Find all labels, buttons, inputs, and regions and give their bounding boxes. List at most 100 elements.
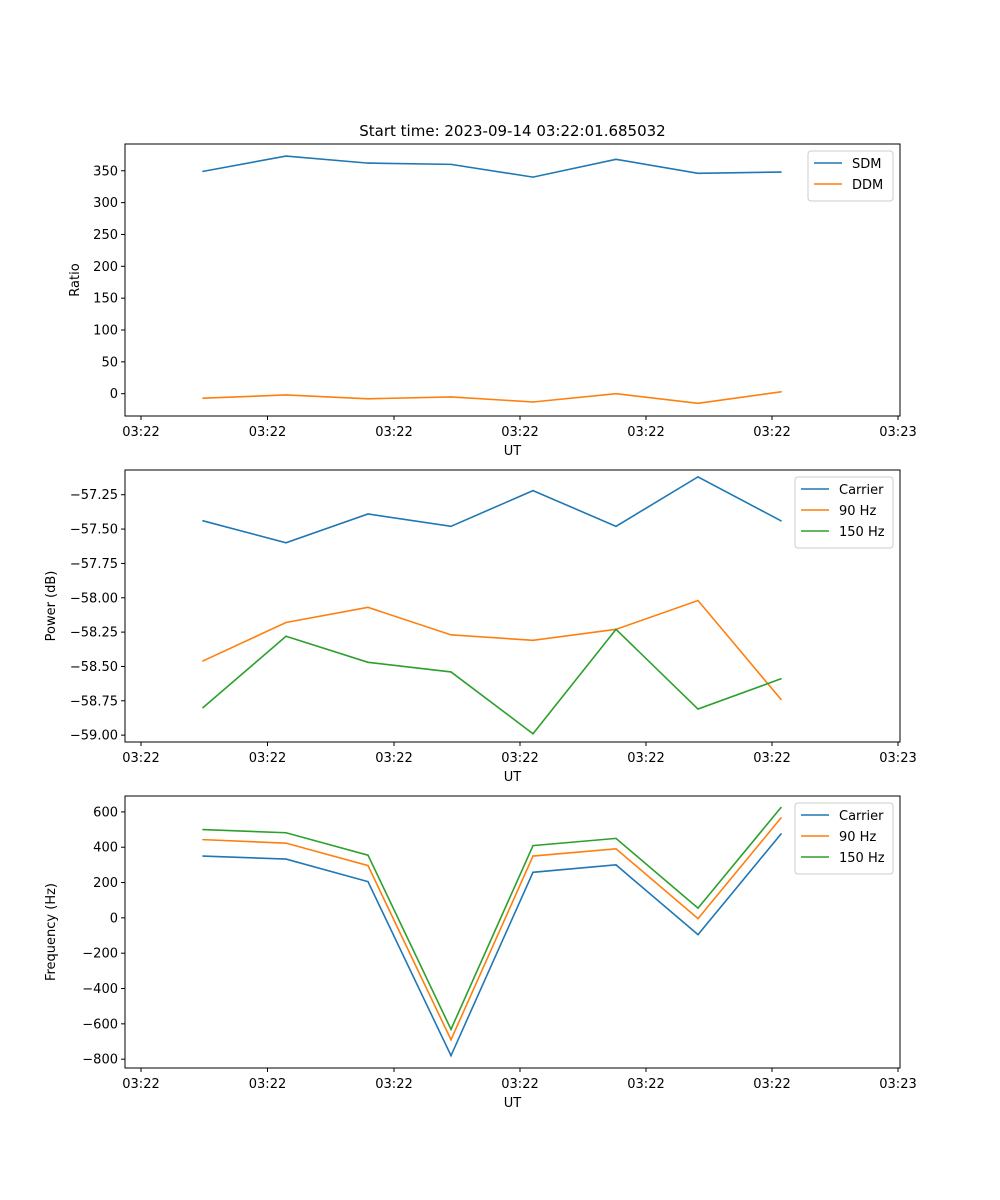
y-tick-label: −800 xyxy=(82,1053,118,1068)
legend-label: 90 Hz xyxy=(839,504,876,519)
y-tick-label: 400 xyxy=(93,841,118,856)
y-tick-label: −57.50 xyxy=(70,523,118,538)
axes-frame xyxy=(124,469,901,743)
y-tick-label: −57.25 xyxy=(70,488,118,503)
legend-label: 150 Hz xyxy=(839,851,885,866)
data-point xyxy=(450,525,452,528)
chart-panel-1: 0 50 100 150 200 250 300 350 03:22 03:22 03:22 03:2… xyxy=(68,143,917,459)
data-point xyxy=(367,880,369,883)
data-point xyxy=(532,855,534,857)
data-point xyxy=(202,838,204,841)
legend-label: DDM xyxy=(852,178,883,193)
data-point xyxy=(615,848,617,850)
data-point xyxy=(367,864,369,867)
data-point xyxy=(202,660,204,662)
y-axis-label: Power (dB) xyxy=(44,571,59,642)
data-point xyxy=(780,833,782,835)
x-tick-label: 03:22 xyxy=(122,751,159,766)
x-tick-label: 03:22 xyxy=(753,425,790,440)
y-tick-label: −58.50 xyxy=(70,660,118,675)
data-point xyxy=(615,864,617,866)
y-tick-label: −58.75 xyxy=(70,694,118,709)
series-90-hz xyxy=(202,817,782,1042)
y-tick-label: 200 xyxy=(93,876,118,891)
x-axis-label: UT xyxy=(504,770,522,785)
y-tick-label: 150 xyxy=(93,292,118,307)
y-tick-label: 0 xyxy=(110,911,118,926)
data-point xyxy=(697,599,699,602)
data-point xyxy=(780,817,782,819)
x-tick-label: 03:22 xyxy=(627,1077,664,1092)
series-ddm xyxy=(202,390,782,405)
x-tick-label: 03:23 xyxy=(879,1077,916,1092)
data-point xyxy=(532,639,534,642)
data-point xyxy=(532,489,534,492)
series-line xyxy=(202,599,782,700)
legend: Carrier 90 Hz 150 Hz xyxy=(794,802,894,875)
data-point xyxy=(780,171,782,173)
y-tick-label: 300 xyxy=(93,196,118,211)
x-tick-label: 03:22 xyxy=(122,1077,159,1092)
y-tick-label: −58.00 xyxy=(70,591,118,606)
y-tick-label: 250 xyxy=(93,228,118,243)
x-tick-label: 03:22 xyxy=(753,751,790,766)
y-tick-label: −57.75 xyxy=(70,557,118,572)
data-point xyxy=(780,678,782,680)
x-tick-label: 03:22 xyxy=(249,751,286,766)
series-line xyxy=(202,628,782,735)
y-tick-label: −59.00 xyxy=(70,729,118,744)
data-point xyxy=(697,172,699,175)
data-point xyxy=(450,634,452,636)
x-tick-label: 03:22 xyxy=(375,1077,412,1092)
data-point xyxy=(615,837,617,840)
x-tick-label: 03:23 xyxy=(879,751,916,766)
y-tick-label: 200 xyxy=(93,260,118,275)
series-sdm xyxy=(202,155,782,178)
x-tick-label: 03:22 xyxy=(375,751,412,766)
y-tick-label: 100 xyxy=(93,324,118,339)
data-point xyxy=(697,708,699,710)
y-tick-label: 0 xyxy=(110,387,118,402)
data-point xyxy=(780,520,782,522)
legend: Carrier 90 Hz 150 Hz xyxy=(794,476,894,549)
data-point xyxy=(697,476,699,478)
x-tick-label: 03:22 xyxy=(501,1077,538,1092)
data-point xyxy=(615,628,617,631)
data-point xyxy=(780,698,782,701)
x-axis-label: UT xyxy=(504,1096,522,1111)
data-point xyxy=(615,158,617,161)
legend-label: SDM xyxy=(852,157,881,172)
legend: SDM DDM xyxy=(807,150,894,202)
data-point xyxy=(285,155,287,157)
data-point xyxy=(367,398,369,400)
series-line xyxy=(202,390,782,405)
x-tick-label: 03:22 xyxy=(627,425,664,440)
data-point xyxy=(780,806,782,809)
data-point xyxy=(450,396,452,398)
data-point xyxy=(202,520,204,522)
legend-label: Carrier xyxy=(839,809,884,824)
data-point xyxy=(367,162,369,164)
data-point xyxy=(202,855,204,857)
x-axis-label: UT xyxy=(504,444,522,459)
data-point xyxy=(285,858,287,860)
x-tick-label: 03:22 xyxy=(501,425,538,440)
series-line xyxy=(202,475,782,544)
data-point xyxy=(285,542,287,544)
data-point xyxy=(367,513,369,515)
series-line xyxy=(202,817,782,1042)
series-150-hz xyxy=(202,806,782,1032)
y-tick-label: 50 xyxy=(101,355,118,370)
y-tick-label: −200 xyxy=(82,947,118,962)
data-point xyxy=(450,671,452,673)
data-point xyxy=(202,706,204,709)
data-point xyxy=(532,176,534,178)
y-axis-label: Ratio xyxy=(68,263,83,296)
series-line xyxy=(202,155,782,178)
data-point xyxy=(532,732,534,735)
x-tick-label: 03:22 xyxy=(501,751,538,766)
data-point xyxy=(532,844,534,847)
y-tick-label: −600 xyxy=(82,1017,118,1032)
y-tick-label: −400 xyxy=(82,982,118,997)
